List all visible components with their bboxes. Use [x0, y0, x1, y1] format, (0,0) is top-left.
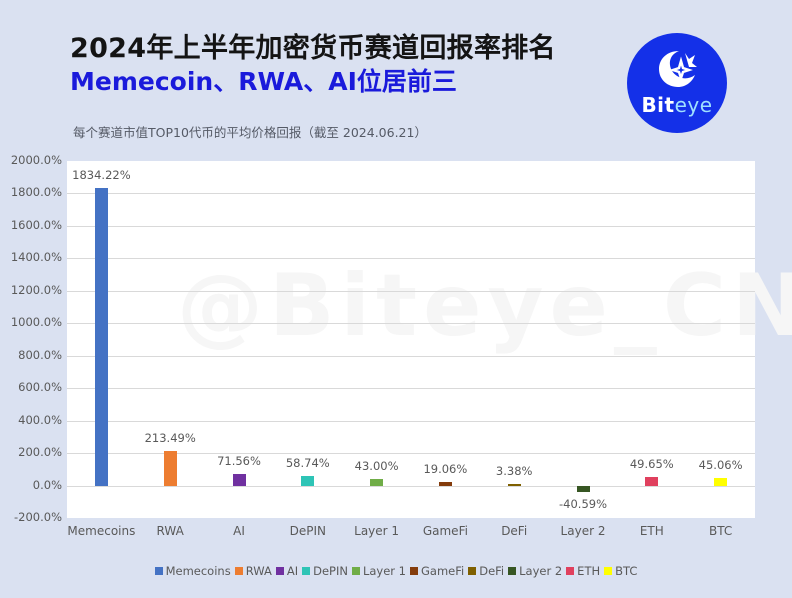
- legend-item: Layer 2: [508, 564, 562, 578]
- x-tick-label: DeFi: [501, 524, 528, 538]
- legend-swatch-icon: [234, 567, 243, 575]
- legend-swatch-icon: [302, 567, 311, 575]
- legend-label: Memecoins: [165, 564, 231, 578]
- bar-layer-2: [576, 485, 590, 493]
- y-tick-label: 600.0%: [18, 380, 62, 395]
- legend-label: RWA: [245, 564, 272, 578]
- y-tick-label: 1400.0%: [10, 250, 62, 265]
- legend-item: Layer 1: [351, 564, 406, 578]
- legend-item: ETH: [566, 564, 600, 578]
- legend-swatch-icon: [508, 567, 517, 575]
- gridline: [67, 453, 755, 455]
- data-label: 19.06%: [423, 462, 468, 477]
- legend-item: GameFi: [410, 564, 464, 578]
- legend-label: Layer 1: [362, 564, 406, 578]
- chart-note: 每个赛道市值TOP10代币的平均价格回报（截至 2024.06.21）: [73, 125, 427, 140]
- legend-swatch-icon: [604, 567, 613, 575]
- legend-label: BTC: [615, 564, 638, 578]
- y-tick-label: 200.0%: [18, 445, 62, 460]
- gridline: [67, 193, 755, 195]
- gridline: [67, 225, 755, 227]
- gridline: [67, 258, 755, 260]
- y-tick-label: 0.0%: [32, 477, 62, 492]
- bar-memecoins: [94, 187, 108, 486]
- legend-label: AI: [286, 564, 299, 578]
- gridline: [67, 290, 755, 292]
- page-subtitle: Memecoin、RWA、AI位居前三: [70, 67, 457, 96]
- bar-rwa: [163, 450, 177, 486]
- legend-item: BTC: [604, 564, 637, 578]
- data-label: 213.49%: [144, 430, 196, 445]
- x-tick-label: Memecoins: [67, 524, 136, 538]
- bar-btc: [714, 478, 728, 486]
- logo-text-bit: Bit: [641, 93, 675, 117]
- chart-legend: Memecoins RWA AI DePIN Layer 1 GameFi DeFi Laye…: [0, 564, 792, 578]
- gridline: [67, 388, 755, 390]
- legend-item: AI: [275, 564, 299, 578]
- data-label: -40.59%: [559, 497, 607, 512]
- watermark: @Biteye_CN: [177, 256, 792, 356]
- page-title: 2024年上半年加密货币赛道回报率排名: [70, 33, 556, 64]
- legend-item: Memecoins: [154, 564, 231, 578]
- gridline: [67, 420, 755, 422]
- y-tick-label: 400.0%: [18, 412, 62, 427]
- legend-label: DeFi: [479, 564, 505, 578]
- x-tick-label: ETH: [639, 524, 664, 538]
- legend-label: DePIN: [313, 564, 348, 578]
- data-label: 45.06%: [698, 458, 743, 473]
- y-tick-label: -200.0%: [14, 510, 62, 524]
- x-tick-label: AI: [233, 524, 245, 538]
- x-tick-label: Layer 1: [354, 524, 400, 538]
- x-tick-label: Layer 2: [560, 524, 606, 538]
- y-tick-label: 800.0%: [18, 347, 62, 362]
- legend-swatch-icon: [275, 567, 284, 575]
- gridline: [67, 355, 755, 357]
- legend-swatch-icon: [566, 567, 575, 575]
- legend-label: GameFi: [421, 564, 465, 578]
- y-tick-label: 2000.0%: [10, 153, 62, 167]
- biteye-logo: Biteye: [627, 33, 727, 133]
- moon-star-icon: [659, 51, 697, 87]
- y-tick-label: 1000.0%: [10, 315, 62, 330]
- bar-defi: [507, 483, 521, 486]
- legend-swatch-icon: [351, 567, 360, 575]
- x-tick-label: GameFi: [422, 524, 468, 538]
- legend-label: Layer 2: [519, 564, 563, 578]
- legend-swatch-icon: [410, 567, 418, 575]
- data-label: 49.65%: [629, 457, 674, 472]
- legend-item: DeFi: [468, 564, 504, 578]
- legend-swatch-icon: [154, 567, 163, 575]
- y-tick-label: 1800.0%: [10, 185, 62, 200]
- y-tick-label: 1600.0%: [10, 217, 62, 232]
- gridline: [67, 323, 755, 325]
- legend-item: DePIN: [302, 564, 348, 578]
- legend-label: ETH: [577, 564, 601, 578]
- bar-ai: [232, 473, 246, 486]
- bar-layer-1: [370, 478, 384, 486]
- data-label: 58.74%: [285, 456, 330, 470]
- data-label: 3.38%: [495, 463, 533, 478]
- legend-swatch-icon: [468, 567, 477, 575]
- data-label: 1834.22%: [72, 167, 131, 182]
- bar-eth: [645, 477, 659, 486]
- x-tick-label: BTC: [708, 524, 733, 538]
- bar-gamefi: [438, 482, 452, 486]
- y-tick-label: 1200.0%: [10, 282, 62, 297]
- plot-area: @Biteye_CN 1834.22% 213.49% 71.56% 58.74% 43…: [67, 161, 792, 518]
- x-tick-label: DePIN: [289, 524, 326, 538]
- data-label: 71.56%: [217, 453, 261, 468]
- legend-item: RWA: [234, 564, 272, 578]
- bar-depin: [301, 476, 315, 486]
- x-tick-label: RWA: [156, 524, 184, 538]
- data-label: 43.00%: [354, 458, 399, 473]
- logo-text-eye: eye: [674, 93, 713, 117]
- gridline: [67, 485, 755, 487]
